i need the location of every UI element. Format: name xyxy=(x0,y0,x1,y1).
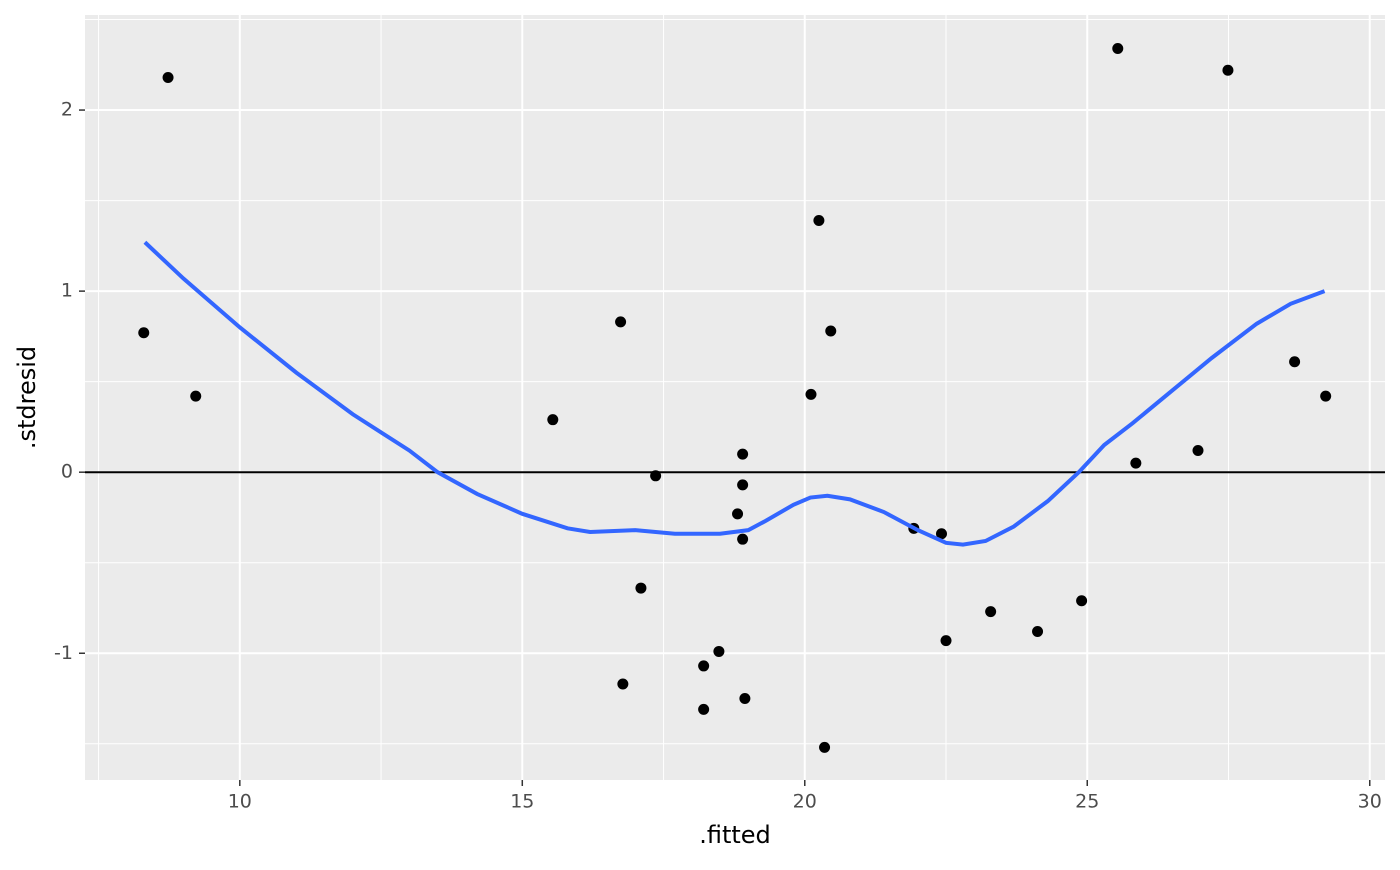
point xyxy=(813,215,825,227)
point xyxy=(190,390,202,402)
x-axis-title: .fitted xyxy=(699,821,771,849)
point xyxy=(825,325,837,337)
point xyxy=(737,479,749,491)
point xyxy=(1076,595,1088,607)
point xyxy=(732,508,744,520)
point xyxy=(635,582,647,594)
point xyxy=(805,388,817,400)
x-tick-label: 15 xyxy=(510,791,534,813)
point xyxy=(547,414,559,426)
y-tick-label: -1 xyxy=(54,642,73,664)
point xyxy=(1222,64,1234,76)
point xyxy=(819,741,831,753)
y-axis-title: .stdresid xyxy=(13,346,41,449)
point xyxy=(162,71,174,83)
point xyxy=(737,533,749,545)
point xyxy=(615,316,627,328)
x-tick-label: 25 xyxy=(1075,791,1099,813)
y-tick-label: 2 xyxy=(61,99,73,121)
smooth-line xyxy=(143,240,1326,547)
point xyxy=(650,470,662,482)
point xyxy=(1192,444,1204,456)
point xyxy=(1130,457,1142,469)
y-tick-label: 1 xyxy=(61,280,73,302)
point xyxy=(985,606,997,618)
x-tick-label: 20 xyxy=(793,791,817,813)
point xyxy=(940,635,952,647)
x-tick-label: 10 xyxy=(228,791,252,813)
x-tick-label: 30 xyxy=(1358,791,1382,813)
point xyxy=(1112,42,1124,54)
point xyxy=(698,703,710,715)
point xyxy=(1032,626,1044,638)
point xyxy=(617,678,629,690)
point xyxy=(698,660,710,672)
point xyxy=(713,645,725,657)
point xyxy=(1320,390,1332,402)
point xyxy=(935,528,947,540)
point xyxy=(737,448,749,460)
point xyxy=(138,327,150,339)
y-tick-label: 0 xyxy=(61,461,73,483)
point xyxy=(739,693,751,705)
panel xyxy=(85,15,1385,780)
point xyxy=(1289,356,1301,368)
